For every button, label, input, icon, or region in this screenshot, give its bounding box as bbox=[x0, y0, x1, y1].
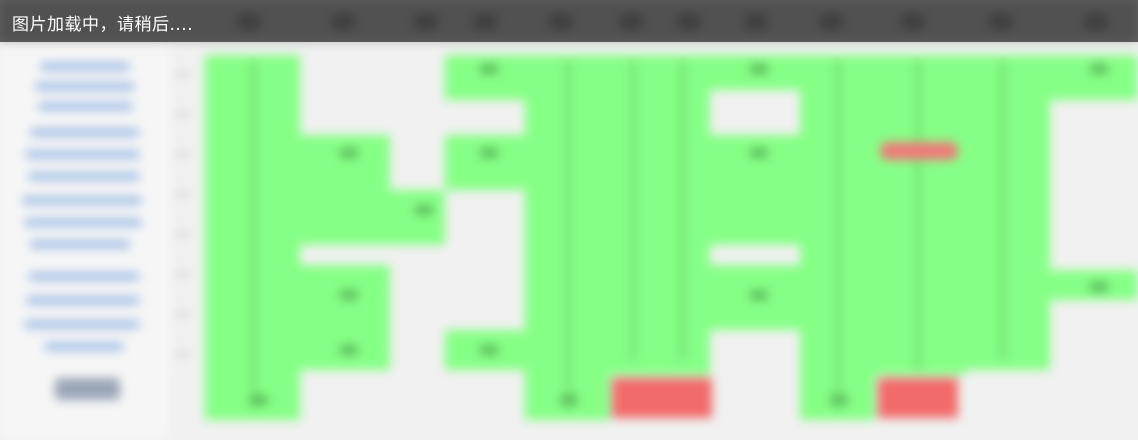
left-link-line bbox=[30, 240, 130, 249]
cell-mark bbox=[340, 290, 358, 300]
cell-mark bbox=[480, 148, 498, 158]
cell-mark bbox=[250, 395, 268, 405]
column-line bbox=[1000, 60, 1006, 360]
status-cell bbox=[610, 55, 710, 375]
loading-message: 图片加载中，请稍后.... bbox=[12, 15, 194, 35]
status-cell bbox=[965, 55, 1050, 370]
left-link-line bbox=[25, 150, 140, 159]
row-number bbox=[176, 112, 190, 117]
cell-mark bbox=[340, 148, 358, 158]
status-cell bbox=[1050, 55, 1138, 100]
left-link-line bbox=[44, 342, 124, 351]
column-line bbox=[630, 60, 636, 360]
left-link-line bbox=[38, 102, 133, 111]
status-cell bbox=[445, 135, 525, 190]
cell-mark bbox=[480, 64, 498, 74]
left-link-line bbox=[28, 272, 140, 281]
alert-cell bbox=[880, 142, 958, 160]
cell-mark bbox=[830, 395, 848, 405]
cell-mark bbox=[1090, 282, 1108, 292]
column-line bbox=[680, 60, 686, 360]
column-line bbox=[250, 60, 256, 410]
column-line bbox=[835, 60, 841, 410]
cell-mark bbox=[560, 395, 578, 405]
cell-mark bbox=[750, 148, 768, 158]
row-number bbox=[176, 152, 190, 157]
row-number bbox=[176, 312, 190, 317]
left-link-line bbox=[24, 218, 142, 227]
row-number bbox=[176, 352, 190, 357]
left-link-line bbox=[30, 128, 140, 137]
column-line bbox=[915, 60, 921, 370]
cell-mark bbox=[1090, 64, 1108, 74]
left-thumbnail bbox=[55, 378, 120, 400]
left-link-line bbox=[28, 172, 140, 181]
left-link-line bbox=[40, 62, 130, 71]
left-link-line bbox=[26, 296, 140, 305]
cell-mark bbox=[340, 345, 358, 355]
loading-overlay-bar: 图片加载中，请稍后.... bbox=[0, 0, 1138, 42]
left-link-line bbox=[22, 196, 142, 205]
row-number bbox=[176, 232, 190, 237]
cell-mark bbox=[415, 205, 433, 215]
cell-mark bbox=[480, 345, 498, 355]
alert-cell bbox=[878, 378, 958, 418]
row-number bbox=[176, 272, 190, 277]
cell-mark bbox=[750, 64, 768, 74]
column-line bbox=[565, 60, 571, 410]
alert-cell bbox=[612, 378, 712, 418]
cell-mark bbox=[750, 290, 768, 300]
row-number bbox=[176, 192, 190, 197]
left-link-line bbox=[35, 82, 135, 91]
status-cell bbox=[445, 55, 525, 100]
left-link-line bbox=[24, 320, 140, 329]
row-number bbox=[176, 72, 190, 77]
status-cell bbox=[390, 190, 445, 245]
